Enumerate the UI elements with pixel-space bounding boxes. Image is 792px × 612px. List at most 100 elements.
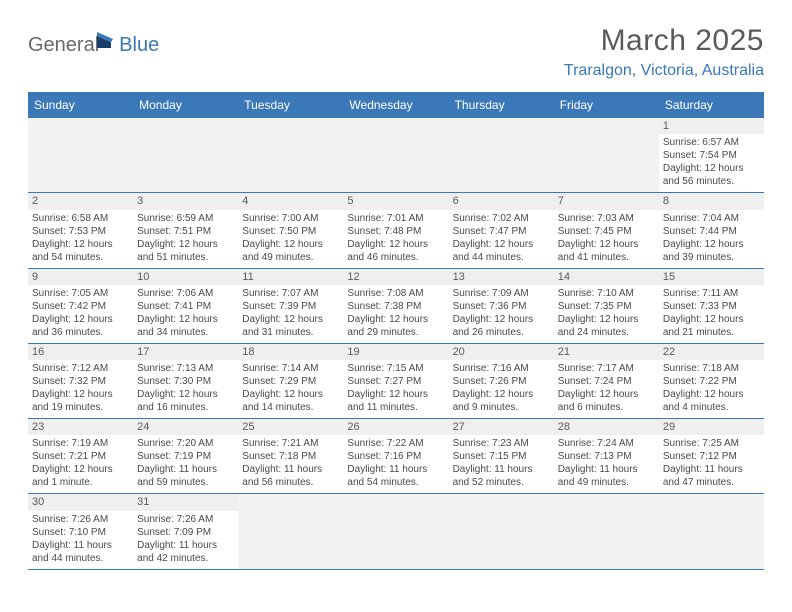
daylight-line: and 49 minutes.	[242, 251, 339, 264]
day-number: 30	[28, 494, 133, 510]
week-row: 1Sunrise: 6:57 AMSunset: 7:54 PMDaylight…	[28, 118, 764, 193]
day-number: 14	[554, 269, 659, 285]
sunset-line: Sunset: 7:13 PM	[558, 450, 655, 463]
sunrise-line: Sunrise: 7:17 AM	[558, 362, 655, 375]
day-number: 13	[449, 269, 554, 285]
daylight-line: and 4 minutes.	[663, 401, 760, 414]
day-cell: 26Sunrise: 7:22 AMSunset: 7:16 PMDayligh…	[343, 419, 448, 493]
sunset-line: Sunset: 7:54 PM	[663, 149, 760, 162]
sunset-line: Sunset: 7:53 PM	[32, 225, 129, 238]
day-number: 9	[28, 269, 133, 285]
sunrise-line: Sunrise: 7:19 AM	[32, 437, 129, 450]
empty-day-cell	[28, 118, 133, 192]
daylight-line: Daylight: 11 hours	[347, 463, 444, 476]
day-number: 31	[133, 494, 238, 510]
sunrise-line: Sunrise: 7:06 AM	[137, 287, 234, 300]
day-cell: 24Sunrise: 7:20 AMSunset: 7:19 PMDayligh…	[133, 419, 238, 493]
sunrise-line: Sunrise: 6:57 AM	[663, 136, 760, 149]
sunset-line: Sunset: 7:41 PM	[137, 300, 234, 313]
daylight-line: and 56 minutes.	[242, 476, 339, 489]
calendar-page: General Blue March 2025 Traralgon, Victo…	[0, 0, 792, 594]
day-number: 20	[449, 344, 554, 360]
daylight-line: Daylight: 11 hours	[137, 539, 234, 552]
day-number: 17	[133, 344, 238, 360]
daylight-line: and 9 minutes.	[453, 401, 550, 414]
daylight-line: and 42 minutes.	[137, 552, 234, 565]
day-cell: 18Sunrise: 7:14 AMSunset: 7:29 PMDayligh…	[238, 344, 343, 418]
empty-day-cell	[343, 494, 448, 568]
daylight-line: and 54 minutes.	[32, 251, 129, 264]
daylight-line: Daylight: 12 hours	[242, 313, 339, 326]
sunrise-line: Sunrise: 7:14 AM	[242, 362, 339, 375]
daylight-line: and 6 minutes.	[558, 401, 655, 414]
sunset-line: Sunset: 7:12 PM	[663, 450, 760, 463]
day-number: 19	[343, 344, 448, 360]
day-cell: 1Sunrise: 6:57 AMSunset: 7:54 PMDaylight…	[659, 118, 764, 192]
daylight-line: and 39 minutes.	[663, 251, 760, 264]
sunset-line: Sunset: 7:32 PM	[32, 375, 129, 388]
sunset-line: Sunset: 7:09 PM	[137, 526, 234, 539]
day-number: 26	[343, 419, 448, 435]
day-number: 21	[554, 344, 659, 360]
sunrise-line: Sunrise: 7:02 AM	[453, 212, 550, 225]
logo: General Blue	[28, 32, 159, 58]
weeks-container: 1 Sunrise: 6:57 AMSunset: 7:54 PM Daylight…	[28, 118, 764, 570]
day-number: 18	[238, 344, 343, 360]
sunset-line: Sunset: 7:38 PM	[347, 300, 444, 313]
week-row: 9Sunrise: 7:05 AMSunset: 7:42 PMDaylight…	[28, 269, 764, 344]
day-number: 3	[133, 193, 238, 209]
daylight-line: and 14 minutes.	[242, 401, 339, 414]
empty-day-cell	[449, 494, 554, 568]
sunrise-line: Sunrise: 7:10 AM	[558, 287, 655, 300]
sunset-line: Sunset: 7:51 PM	[137, 225, 234, 238]
sunrise-line: Sunrise: 7:04 AM	[663, 212, 760, 225]
day-cell: 14 Sunrise: 7:10 AMSunset: 7:35 PMDayligh…	[554, 269, 659, 343]
daylight-line: and 26 minutes.	[453, 326, 550, 339]
daylight-line: and 16 minutes.	[137, 401, 234, 414]
logo-text-blue: Blue	[119, 34, 159, 57]
sunrise-line: Sunrise: 7:12 AM	[32, 362, 129, 375]
day-cell: 8Sunrise: 7:04 AMSunset: 7:44 PMDaylight…	[659, 193, 764, 267]
weekday-header: Thursday	[449, 92, 554, 118]
daylight-line: Daylight: 11 hours	[242, 463, 339, 476]
sunset-line: Sunset: 7:35 PM	[558, 300, 655, 313]
day-cell: 16Sunrise: 7:12 AMSunset: 7:32 PMDayligh…	[28, 344, 133, 418]
empty-day-cell	[659, 494, 764, 568]
sunrise-line: Sunrise: 7:09 AM	[453, 287, 550, 300]
day-cell: 7Sunrise: 7:03 AMSunset: 7:45 PMDaylight…	[554, 193, 659, 267]
day-cell: 2Sunrise: 6:58 AMSunset: 7:53 PMDaylight…	[28, 193, 133, 267]
sunset-line: Sunset: 7:44 PM	[663, 225, 760, 238]
daylight-line: Daylight: 12 hours	[137, 388, 234, 401]
day-cell: 29Sunrise: 7:25 AMSunset: 7:12 PMDayligh…	[659, 419, 764, 493]
daylight-line: and 24 minutes.	[558, 326, 655, 339]
day-number: 22	[659, 344, 764, 360]
daylight-line: Daylight: 11 hours	[137, 463, 234, 476]
daylight-line: and 47 minutes.	[663, 476, 760, 489]
day-cell: 19Sunrise: 7:15 AMSunset: 7:27 PMDayligh…	[343, 344, 448, 418]
weekday-header: Sunday	[28, 92, 133, 118]
daylight-line: and 36 minutes.	[32, 326, 129, 339]
sunrise-line: Sunrise: 7:26 AM	[32, 513, 129, 526]
sunset-line: Sunset: 7:27 PM	[347, 375, 444, 388]
daylight-line: and 46 minutes.	[347, 251, 444, 264]
sunset-line: Sunset: 7:22 PM	[663, 375, 760, 388]
day-cell: 25Sunrise: 7:21 AMSunset: 7:18 PMDayligh…	[238, 419, 343, 493]
daylight-line: and 51 minutes.	[137, 251, 234, 264]
logo-text-general: General	[28, 34, 99, 57]
daylight-line: and 52 minutes.	[453, 476, 550, 489]
sunset-line: Sunset: 7:47 PM	[453, 225, 550, 238]
day-number: 1	[659, 118, 764, 134]
daylight-line: and 34 minutes.	[137, 326, 234, 339]
sunset-line: Sunset: 7:21 PM	[32, 450, 129, 463]
day-cell: 11Sunrise: 7:07 AMSunset: 7:39 PMDayligh…	[238, 269, 343, 343]
daylight-line: Daylight: 12 hours	[242, 388, 339, 401]
weekday-header: Saturday	[659, 92, 764, 118]
daylight-line: Daylight: 12 hours	[558, 313, 655, 326]
sunset-line: Sunset: 7:10 PM	[32, 526, 129, 539]
day-number: 10	[133, 269, 238, 285]
daylight-line: and 21 minutes.	[663, 326, 760, 339]
empty-day-cell	[554, 494, 659, 568]
location-subtitle: Traralgon, Victoria, Australia	[564, 62, 764, 80]
day-number: 25	[238, 419, 343, 435]
sunrise-line: Sunrise: 7:20 AM	[137, 437, 234, 450]
